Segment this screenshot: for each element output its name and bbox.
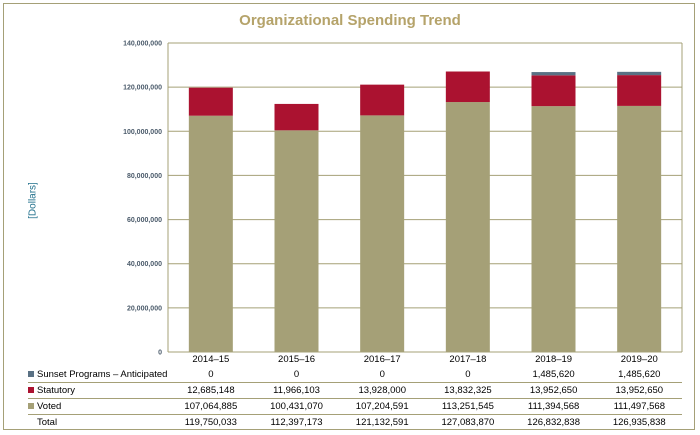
row-label-text: Sunset Programs – Anticipated [37, 369, 168, 380]
category-header-row: 2014–15 2015–16 2016–17 2017–18 2018–19 2019–… [28, 352, 682, 367]
chart-frame [3, 3, 695, 430]
table-cell: 100,431,070 [253, 398, 340, 415]
table-cell: 127,083,870 [441, 417, 495, 428]
legend-swatch [28, 371, 34, 377]
y-tick-label: 0 [158, 350, 162, 357]
legend-swatch [28, 403, 34, 409]
row-label-text: Voted [37, 401, 62, 412]
bar-segment-statutory [445, 71, 490, 103]
bar-segment-voted [617, 105, 662, 352]
bar-segment-voted [274, 130, 319, 352]
data-table: 2014–15 2015–16 2016–17 2017–18 2018–19 2019–… [28, 352, 683, 431]
table-cell: 0 [168, 367, 254, 383]
table-cell: 112,397,173 [270, 417, 323, 428]
bar-segment-voted [360, 115, 405, 352]
table-cell: 121,132,591 [355, 417, 409, 428]
bar-segment-statutory [274, 103, 319, 131]
row-label: Total [28, 415, 168, 431]
table-cell: 2014–15 [192, 354, 230, 365]
table-cell: 119,750,033 [184, 417, 237, 428]
table-cell: 0 [425, 367, 511, 383]
table-cell: 107,204,591 [339, 398, 426, 415]
row-label-text [28, 354, 37, 365]
table-cell: 2015–16 [278, 354, 316, 365]
y-tick-label: 20,000,000 [127, 305, 162, 312]
table-cell: 107,064,885 [168, 398, 254, 415]
row-label [28, 352, 168, 367]
table-cell: 113,251,545 [425, 398, 511, 415]
y-tick-label: 40,000,000 [127, 261, 162, 268]
table-cell: 111,394,568 [510, 398, 597, 415]
y-tick-label: 140,000,000 [123, 41, 162, 48]
table-cell: 13,928,000 [339, 382, 426, 399]
table-cell: 12,685,148 [168, 382, 254, 399]
table-cell: 111,497,568 [596, 398, 683, 415]
bar-segment-voted [445, 102, 490, 352]
table-row: Sunset Programs – Anticipated 0 0 0 0 1,485,6… [28, 367, 683, 383]
bar-segment-sunset-programs-anticipated [617, 71, 662, 76]
row-label-text: Total [37, 417, 58, 428]
table-cell: 0 [253, 367, 340, 383]
bar-segment-statutory [617, 75, 662, 106]
row-label: Voted [28, 398, 168, 415]
table-cell: 11,966,103 [253, 382, 340, 399]
row-label: Sunset Programs – Anticipated [28, 367, 168, 383]
chart-title: Organizational Spending Trend [239, 12, 461, 29]
table-cell: 13,832,325 [425, 382, 511, 399]
y-tick-label: 100,000,000 [123, 129, 162, 136]
bar-segment-statutory [531, 75, 576, 107]
table-cell: 126,935,838 [612, 417, 666, 428]
bar-segment-statutory [188, 87, 233, 116]
row-label-text: Statutory [37, 385, 76, 396]
y-tick-label: 80,000,000 [127, 173, 162, 180]
y-tick-label: 60,000,000 [127, 217, 162, 224]
bar-segment-voted [188, 115, 233, 352]
table-cell: 2018–19 [535, 354, 573, 365]
table-cell: 13,952,650 [510, 382, 597, 399]
total-row: Total 119,750,033 112,397,173 121,132,591 12… [28, 415, 682, 431]
row-label: Statutory [28, 382, 168, 399]
table-cell: 2016–17 [363, 354, 401, 365]
bar-segment-statutory [360, 84, 405, 116]
table-cell: 2019–20 [620, 354, 658, 365]
table-cell: 1,485,620 [596, 367, 683, 383]
bar-segment-voted [531, 106, 576, 352]
table-cell: 2017–18 [449, 354, 487, 365]
table-cell: 1,485,620 [510, 367, 597, 383]
table-cell: 126,832,838 [527, 417, 581, 428]
bar-segment-sunset-programs-anticipated [531, 72, 576, 76]
legend-swatch [28, 387, 34, 393]
table-cell: 0 [339, 367, 426, 383]
table-row: Voted 107,064,885 100,431,070 107,204,591 11… [28, 398, 683, 415]
table-cell: 13,952,650 [596, 382, 683, 399]
table-row: Statutory 12,685,148 11,966,103 13,928,000 1… [28, 382, 683, 399]
y-tick-label: 120,000,000 [123, 85, 162, 92]
